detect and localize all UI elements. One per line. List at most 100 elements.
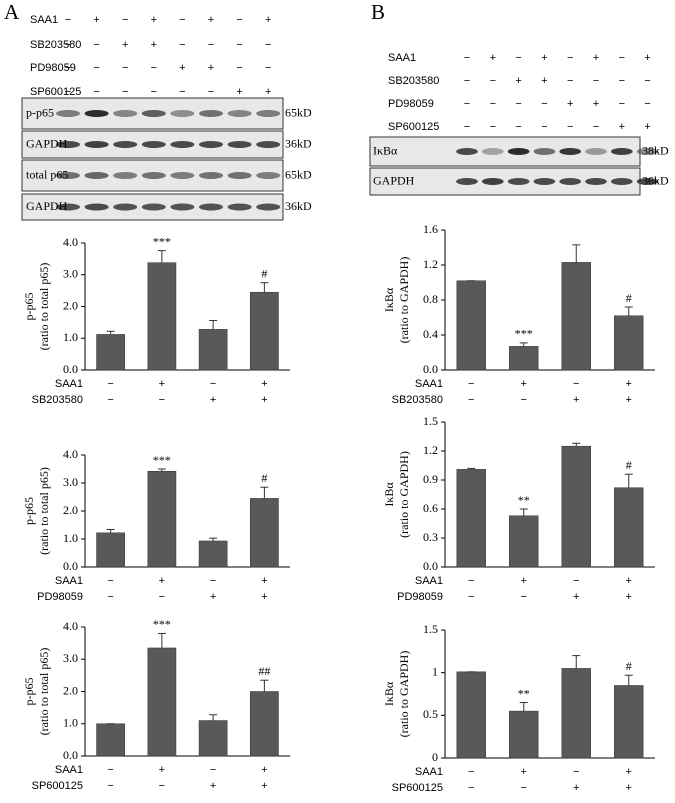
- bar: [250, 498, 279, 568]
- blot-band: [84, 172, 109, 179]
- bar: [96, 532, 125, 568]
- treatment-sign: −: [468, 766, 474, 778]
- treatment-name: SAA1: [55, 764, 83, 776]
- bar: [96, 334, 125, 371]
- treatment-sign: −: [210, 764, 216, 776]
- treatment-sign: +: [573, 782, 579, 794]
- bar: [561, 445, 591, 568]
- treatment-name: SB203580: [388, 75, 439, 87]
- blot-size: 36kD: [285, 199, 312, 213]
- error-bar: [624, 674, 633, 686]
- bar: [147, 647, 177, 757]
- treatment-sign: +: [179, 62, 185, 74]
- treatment-sign: +: [93, 14, 99, 26]
- treatment-sign: −: [210, 575, 216, 587]
- y-tick-label: 1.5: [423, 414, 438, 428]
- treatment-sign: −: [573, 766, 579, 778]
- y-label-sub: (ratio to GAPDH): [397, 651, 411, 738]
- y-tick-label: 0.0: [423, 559, 438, 573]
- blot-band: [456, 148, 478, 155]
- significance: **: [518, 493, 530, 507]
- treatment-sign: −: [619, 98, 625, 110]
- treatment-sign: +: [593, 52, 599, 64]
- treatment-sign: +: [541, 52, 547, 64]
- treatment-sign: +: [567, 98, 573, 110]
- y-tick-label: 1.0: [63, 330, 78, 344]
- treatment-sign: −: [107, 591, 113, 603]
- treatment-sign: −: [93, 86, 99, 98]
- blot-band: [456, 178, 478, 185]
- treatment-sign: −: [464, 52, 470, 64]
- y-tick-label: 1.0: [63, 716, 78, 730]
- bar: [250, 291, 279, 371]
- treatment-sign: −: [265, 39, 271, 51]
- treatment-sign: +: [208, 62, 214, 74]
- treatment-sign: −: [464, 75, 470, 87]
- y-tick-label: 1.0: [63, 531, 78, 545]
- y-label: IκBα: [382, 681, 396, 706]
- blot-band: [141, 172, 166, 179]
- blot-band: [113, 110, 138, 117]
- treatment-name: SP600125: [32, 780, 83, 792]
- treatment-sign: −: [468, 575, 474, 587]
- treatment-sign: +: [265, 14, 271, 26]
- treatment-sign: −: [65, 86, 71, 98]
- treatment-name: SAA1: [388, 52, 416, 64]
- bar: [198, 540, 228, 568]
- y-tick-label: 0.9: [423, 472, 438, 486]
- blot-band: [55, 110, 81, 117]
- treatment-sign: +: [515, 75, 521, 87]
- y-label-sub: (ratio to GAPDH): [397, 451, 411, 538]
- treatment-sign: −: [644, 75, 650, 87]
- panel-label: A: [4, 0, 20, 24]
- blot-band: [256, 203, 281, 211]
- treatment-sign: +: [541, 75, 547, 87]
- y-label: p-p65: [22, 678, 36, 706]
- bar: [561, 668, 591, 759]
- blot-label: total p65: [26, 167, 68, 181]
- treatment-name: SB203580: [30, 39, 81, 51]
- treatment-sign: +: [159, 378, 165, 390]
- y-tick-label: 3.0: [63, 651, 78, 665]
- y-label: IκBα: [382, 287, 396, 312]
- treatment-sign: +: [626, 394, 632, 406]
- error-bar: [157, 632, 166, 648]
- significance: ***: [515, 327, 533, 341]
- error-bar: [260, 486, 269, 499]
- treatment-sign: −: [468, 782, 474, 794]
- error-bar: [157, 250, 166, 263]
- treatment-sign: +: [490, 52, 496, 64]
- blot-band: [610, 148, 633, 155]
- blot-band: [198, 110, 224, 117]
- treatment-sign: −: [107, 394, 113, 406]
- blot-label: GAPDH: [26, 199, 68, 213]
- error-bar: [519, 342, 528, 347]
- error-bar: [209, 319, 218, 330]
- treatment-name: SAA1: [415, 378, 443, 390]
- blot-band: [141, 203, 166, 211]
- treatment-sign: +: [159, 764, 165, 776]
- treatment-sign: +: [261, 575, 267, 587]
- significance: ***: [153, 453, 171, 467]
- treatment-sign: −: [179, 39, 185, 51]
- treatment-sign: −: [65, 14, 71, 26]
- blot-band: [198, 172, 224, 179]
- blot-band: [84, 141, 109, 148]
- blot-band: [55, 172, 81, 179]
- y-tick-label: 0.0: [63, 362, 78, 376]
- blot-band: [84, 110, 109, 117]
- error-bar: [624, 306, 633, 316]
- treatment-sign: +: [122, 39, 128, 51]
- blot-band: [585, 178, 607, 185]
- y-tick-label: 3.0: [63, 267, 78, 281]
- y-label: IκBα: [382, 482, 396, 507]
- y-label-sub: (ratio to GAPDH): [397, 257, 411, 344]
- bar: [147, 262, 177, 371]
- treatment-sign: −: [521, 591, 527, 603]
- blot-band: [84, 203, 109, 211]
- treatment-sign: +: [210, 394, 216, 406]
- treatment-sign: −: [464, 121, 470, 133]
- treatment-sign: −: [151, 62, 157, 74]
- treatment-sign: −: [541, 98, 547, 110]
- error-bar: [260, 282, 269, 293]
